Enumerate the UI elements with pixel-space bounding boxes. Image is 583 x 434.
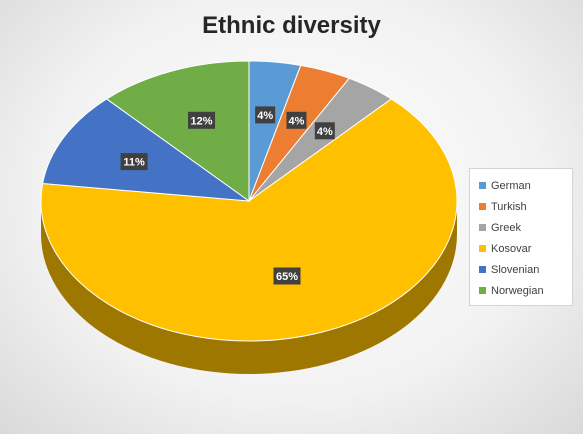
legend-item-turkish: Turkish <box>470 196 572 217</box>
pie-side-kosovar <box>41 201 457 374</box>
data-label-turkish: 4% <box>289 115 305 127</box>
data-label-box-slovenian <box>120 153 148 171</box>
chart-title: Ethnic diversity <box>202 12 381 39</box>
data-label-kosovar: 65% <box>276 271 298 283</box>
pie-data-labels: 4% 4% 4% 65% 11% 12% <box>120 106 335 285</box>
data-label-norwegian: 12% <box>191 115 213 127</box>
legend-label-kosovar: Kosovar <box>491 242 532 255</box>
legend-item-slovenian: Slovenian <box>470 259 572 280</box>
data-label-box-turkish <box>286 111 307 129</box>
data-label-box-greek <box>314 122 335 140</box>
data-label-slovenian: 11% <box>123 157 145 169</box>
legend-item-greek: Greek <box>470 217 572 238</box>
pie-slice-slovenian <box>42 98 251 202</box>
legend-swatch-norwegian <box>479 287 486 294</box>
legend: German Turkish Greek Kosovar Slovenian Norweg… <box>469 168 573 306</box>
legend-item-german: German <box>470 175 572 196</box>
data-label-box-kosovar <box>273 267 301 285</box>
data-label-greek: 4% <box>317 126 333 138</box>
data-label-german: 4% <box>257 110 273 122</box>
legend-label-turkish: Turkish <box>491 200 527 213</box>
legend-label-greek: Greek <box>491 221 521 234</box>
legend-label-slovenian: Slovenian <box>491 263 540 276</box>
legend-swatch-greek <box>479 224 486 231</box>
legend-item-norwegian: Norwegian <box>470 280 572 301</box>
pie-slice-norwegian <box>105 60 250 202</box>
legend-swatch-german <box>479 182 486 189</box>
pie-top-faces <box>40 60 458 342</box>
legend-swatch-kosovar <box>479 245 486 252</box>
legend-swatch-slovenian <box>479 266 486 273</box>
legend-label-german: German <box>491 179 531 192</box>
legend-label-norwegian: Norwegian <box>491 284 544 297</box>
data-label-box-german <box>255 106 276 124</box>
data-label-box-norwegian <box>188 111 216 129</box>
pie-side-walls <box>41 201 457 374</box>
legend-item-kosovar: Kosovar <box>470 238 572 259</box>
pie-slice-kosovar <box>40 98 458 342</box>
legend-swatch-turkish <box>479 203 486 210</box>
